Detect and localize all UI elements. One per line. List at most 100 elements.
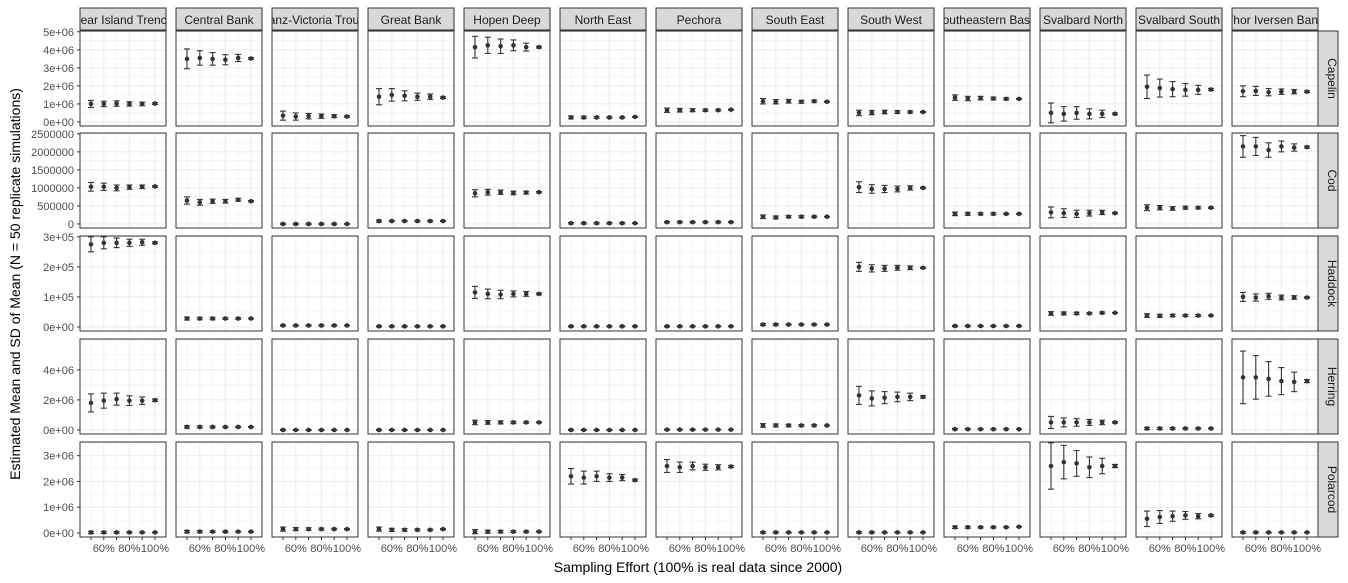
data-point [1304, 530, 1310, 535]
panel-border [463, 235, 551, 332]
data-point [1291, 295, 1297, 300]
data-point [632, 220, 638, 226]
data-point [786, 98, 791, 104]
data-point [728, 107, 734, 112]
strip-background [463, 7, 551, 31]
data-point [235, 55, 241, 61]
strip-label: Haddock [1325, 260, 1339, 308]
data-point [114, 101, 119, 106]
data-point [920, 109, 926, 115]
panel-border [271, 441, 359, 538]
data-point [895, 265, 900, 271]
data-point [581, 115, 587, 120]
data-point [152, 184, 158, 189]
data-point [1099, 210, 1105, 215]
panel-background [848, 31, 934, 126]
data-point [440, 526, 446, 532]
data-point [1208, 205, 1214, 211]
panel-border [175, 235, 263, 332]
data-point [1291, 89, 1297, 94]
data-point [511, 43, 516, 48]
data-point [869, 110, 875, 115]
data-point [472, 529, 478, 534]
data-point [101, 184, 107, 190]
panel-border [1039, 30, 1127, 127]
data-point [293, 323, 299, 328]
data-point [498, 529, 503, 534]
data-point [1087, 420, 1092, 425]
data-point [248, 198, 254, 204]
y-tick-label: 2e+06 [43, 395, 74, 407]
data-point [1279, 378, 1284, 384]
data-point [1279, 89, 1284, 94]
data-point [1048, 463, 1054, 469]
data-point [415, 527, 420, 533]
data-point [402, 324, 407, 329]
data-point [594, 427, 599, 433]
panel-border [463, 441, 551, 538]
panel-background [1232, 339, 1318, 434]
strip-background [79, 7, 167, 31]
data-point [1253, 530, 1259, 535]
panel-border [79, 338, 167, 435]
data-point [248, 316, 254, 321]
data-point [594, 324, 599, 329]
strip-label: Cod [1325, 169, 1339, 191]
x-tick-label: 60% [861, 543, 883, 555]
x-tick-label: 100% [813, 543, 841, 555]
data-point [1253, 295, 1259, 300]
data-point [184, 56, 190, 62]
data-point [344, 427, 350, 433]
data-point [824, 322, 830, 327]
data-point [114, 240, 119, 246]
facet-panels: Bear Island Trench Central Bank Franz-Vict… [31, 7, 1339, 555]
y-tick-label: 2000000 [31, 147, 74, 159]
data-point [594, 473, 599, 479]
data-point [856, 530, 862, 535]
panel-background [1136, 133, 1222, 228]
data-point [799, 99, 804, 105]
data-point [677, 107, 683, 113]
data-point [965, 96, 971, 101]
data-point [786, 322, 791, 327]
panel-border [655, 441, 743, 538]
data-point [1099, 310, 1105, 316]
data-point [632, 477, 638, 483]
facet-panel [1135, 30, 1223, 127]
y-tick-label: 3e+05 [43, 232, 74, 244]
data-point [197, 529, 203, 534]
data-point [1144, 426, 1150, 431]
data-point [280, 221, 286, 227]
y-tick-label: 3e+06 [43, 63, 74, 75]
data-point [594, 220, 599, 226]
data-point [1003, 211, 1009, 217]
x-tick-label: 80% [1078, 543, 1100, 555]
data-point [152, 397, 158, 403]
data-point [376, 218, 382, 224]
panel-background [80, 236, 166, 331]
data-point [427, 324, 433, 329]
data-point [869, 396, 875, 401]
facet-panel [1135, 132, 1223, 229]
x-tick-label: 80% [1174, 543, 1196, 555]
data-point [114, 530, 119, 535]
strip-label: South East [766, 13, 825, 27]
facet-panel [559, 235, 647, 332]
panel-background [944, 442, 1030, 537]
panel-border [367, 338, 455, 435]
facet-panel [1231, 235, 1319, 332]
panel-border [1039, 235, 1127, 332]
data-point [991, 524, 996, 530]
y-tick-label: 1e+06 [43, 502, 74, 514]
facet-panel [943, 132, 1031, 229]
data-point [223, 198, 228, 204]
facet-panel [175, 235, 263, 332]
y-tick-label: 1e+05 [43, 292, 74, 304]
data-point [895, 394, 900, 400]
data-point [664, 219, 670, 225]
data-point [1183, 313, 1188, 318]
data-point [1112, 420, 1118, 425]
data-point [485, 291, 491, 297]
facet-strip-column: Thor Iversen Bank [1231, 7, 1319, 31]
